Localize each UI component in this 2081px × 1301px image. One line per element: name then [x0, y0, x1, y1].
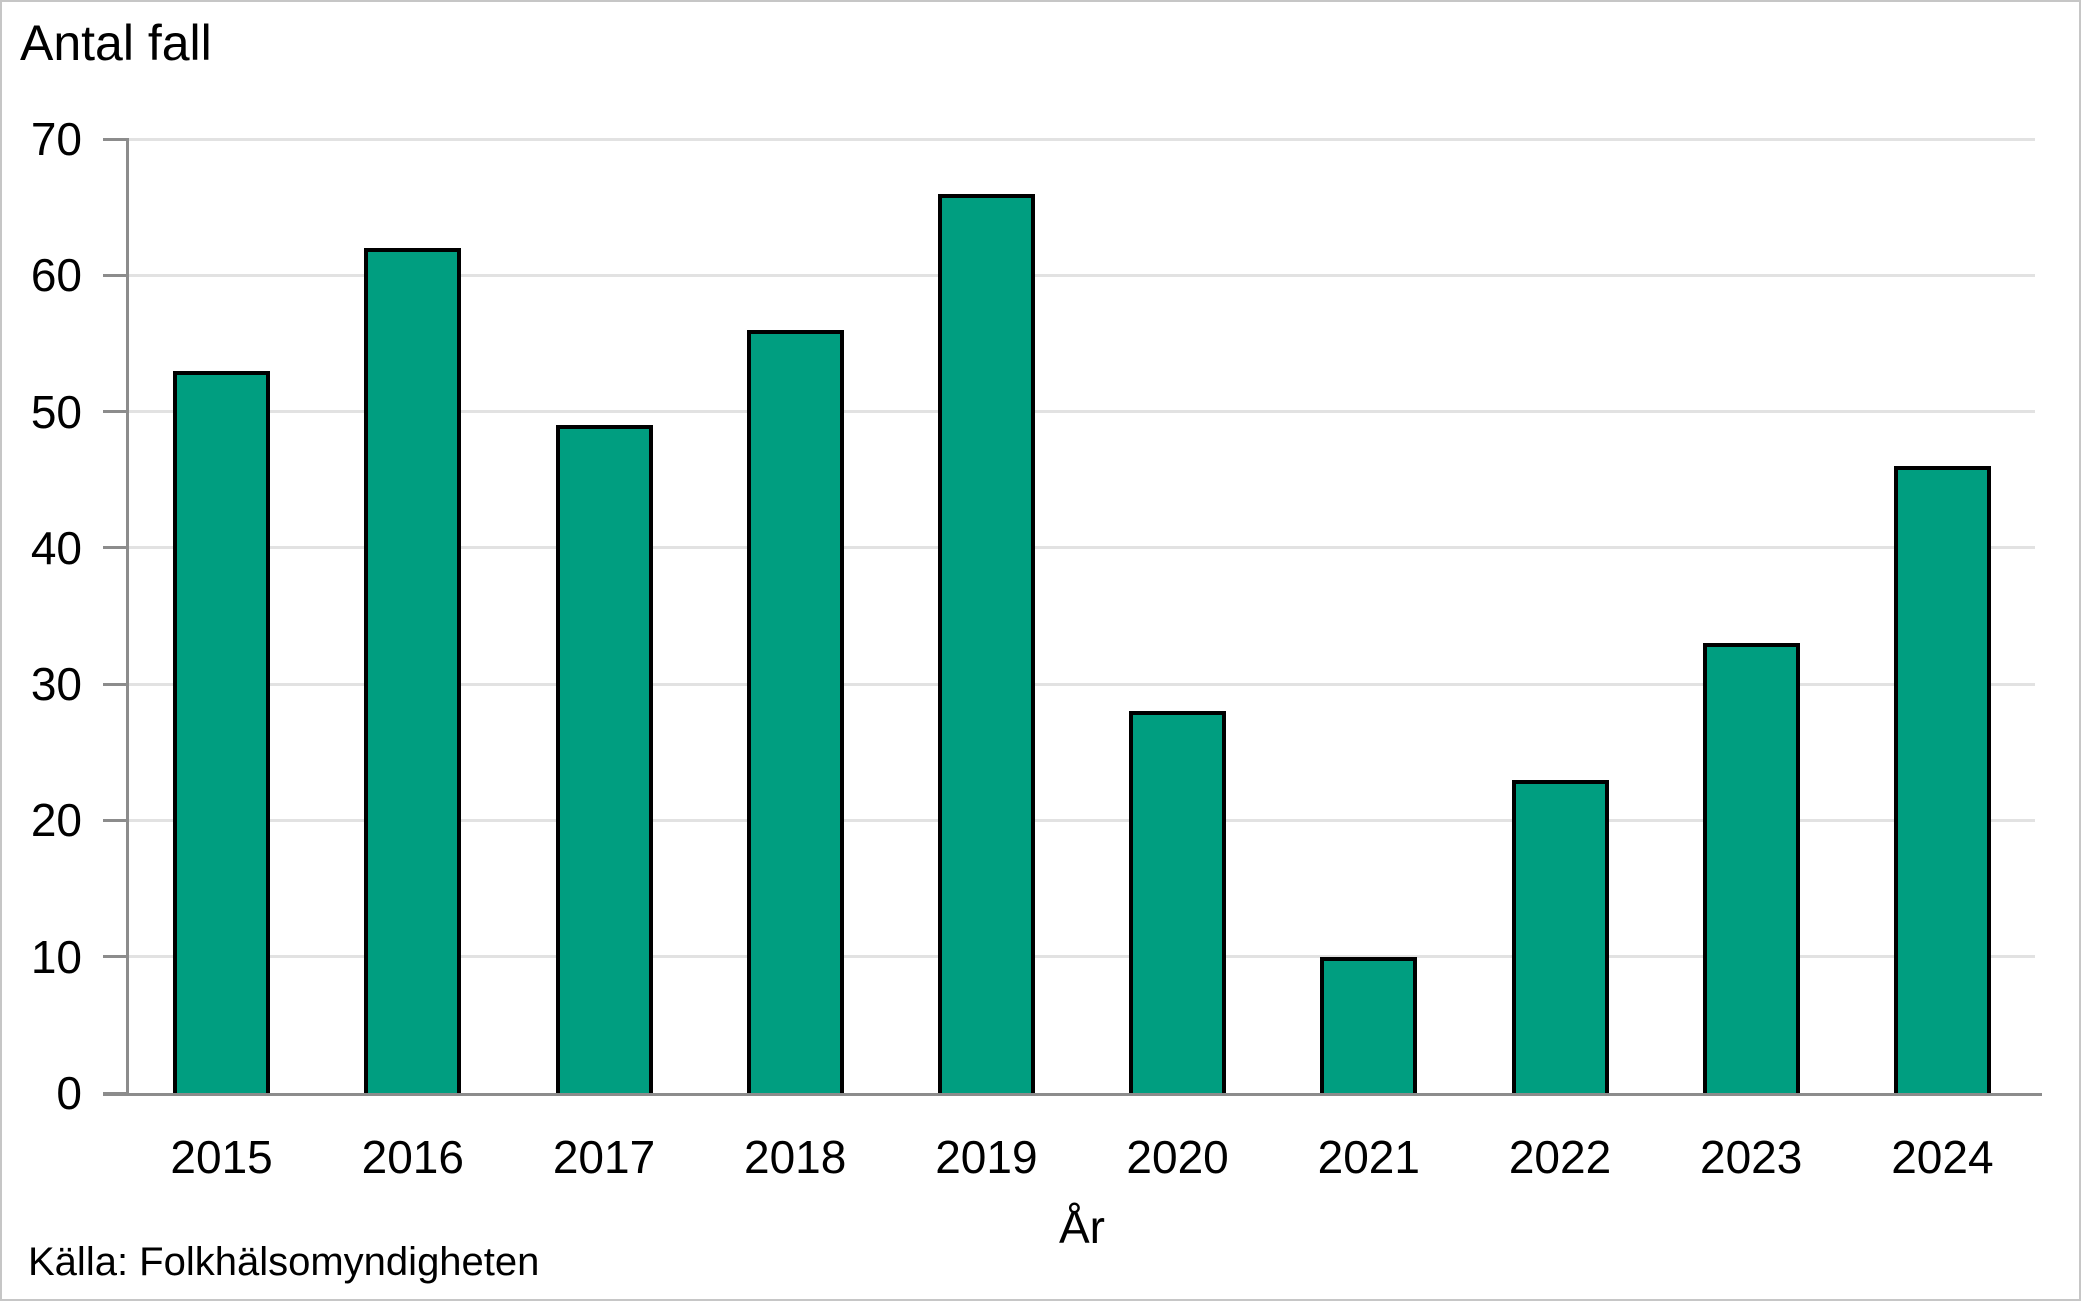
y-axis-tick [103, 955, 129, 959]
bar [937, 193, 1035, 1093]
x-tick-label: 2020 [1126, 1131, 1229, 1183]
gridline [129, 273, 2035, 277]
y-tick-label: 20 [30, 794, 82, 847]
bar [1893, 466, 1991, 1093]
x-axis-line [103, 1093, 2042, 1096]
bar [1511, 779, 1609, 1093]
y-axis-tick [103, 410, 129, 414]
bar [173, 370, 271, 1093]
x-tick-label: 2018 [744, 1131, 847, 1183]
x-tick-label: 2015 [170, 1131, 273, 1183]
y-tick-label: 60 [30, 249, 82, 302]
x-tick-label: 2016 [361, 1131, 464, 1183]
gridline [129, 137, 2035, 141]
y-tick-label: 40 [30, 521, 82, 574]
gridline [129, 546, 2035, 550]
y-tick-label: 10 [30, 930, 82, 983]
x-tick-label: 2019 [935, 1131, 1038, 1183]
y-tick-label: 50 [30, 385, 82, 438]
y-axis-tick [103, 682, 129, 686]
y-tick-label: 70 [30, 113, 82, 165]
x-tick-label: 2017 [552, 1131, 656, 1183]
y-tick-label: 30 [30, 658, 82, 711]
x-tick-label: 2021 [1317, 1131, 1420, 1183]
bar [1320, 956, 1418, 1093]
y-axis-tick [103, 273, 129, 277]
bar [746, 329, 844, 1093]
x-tick-label: 2024 [1891, 1131, 1994, 1183]
source-caption: Källa: Folkhälsomyndigheten [28, 1240, 540, 1284]
gridline [129, 955, 2035, 959]
x-tick-label: 2022 [1508, 1131, 1612, 1183]
y-tick-label: 0 [56, 1067, 82, 1119]
y-axis-tick [103, 137, 129, 141]
y-axis-tick [103, 818, 129, 822]
y-axis-tick [103, 546, 129, 550]
gridline [129, 410, 2035, 414]
gridline [129, 682, 2035, 686]
x-axis-title: År [1059, 1201, 1105, 1253]
bar [1702, 643, 1800, 1093]
chart-title: Antal fall [20, 15, 212, 71]
gridline [129, 818, 2035, 822]
y-axis-line [126, 137, 129, 1095]
x-tick-label: 2023 [1700, 1131, 1803, 1183]
bar [1129, 711, 1227, 1093]
bar [364, 248, 462, 1093]
bar [555, 425, 653, 1093]
